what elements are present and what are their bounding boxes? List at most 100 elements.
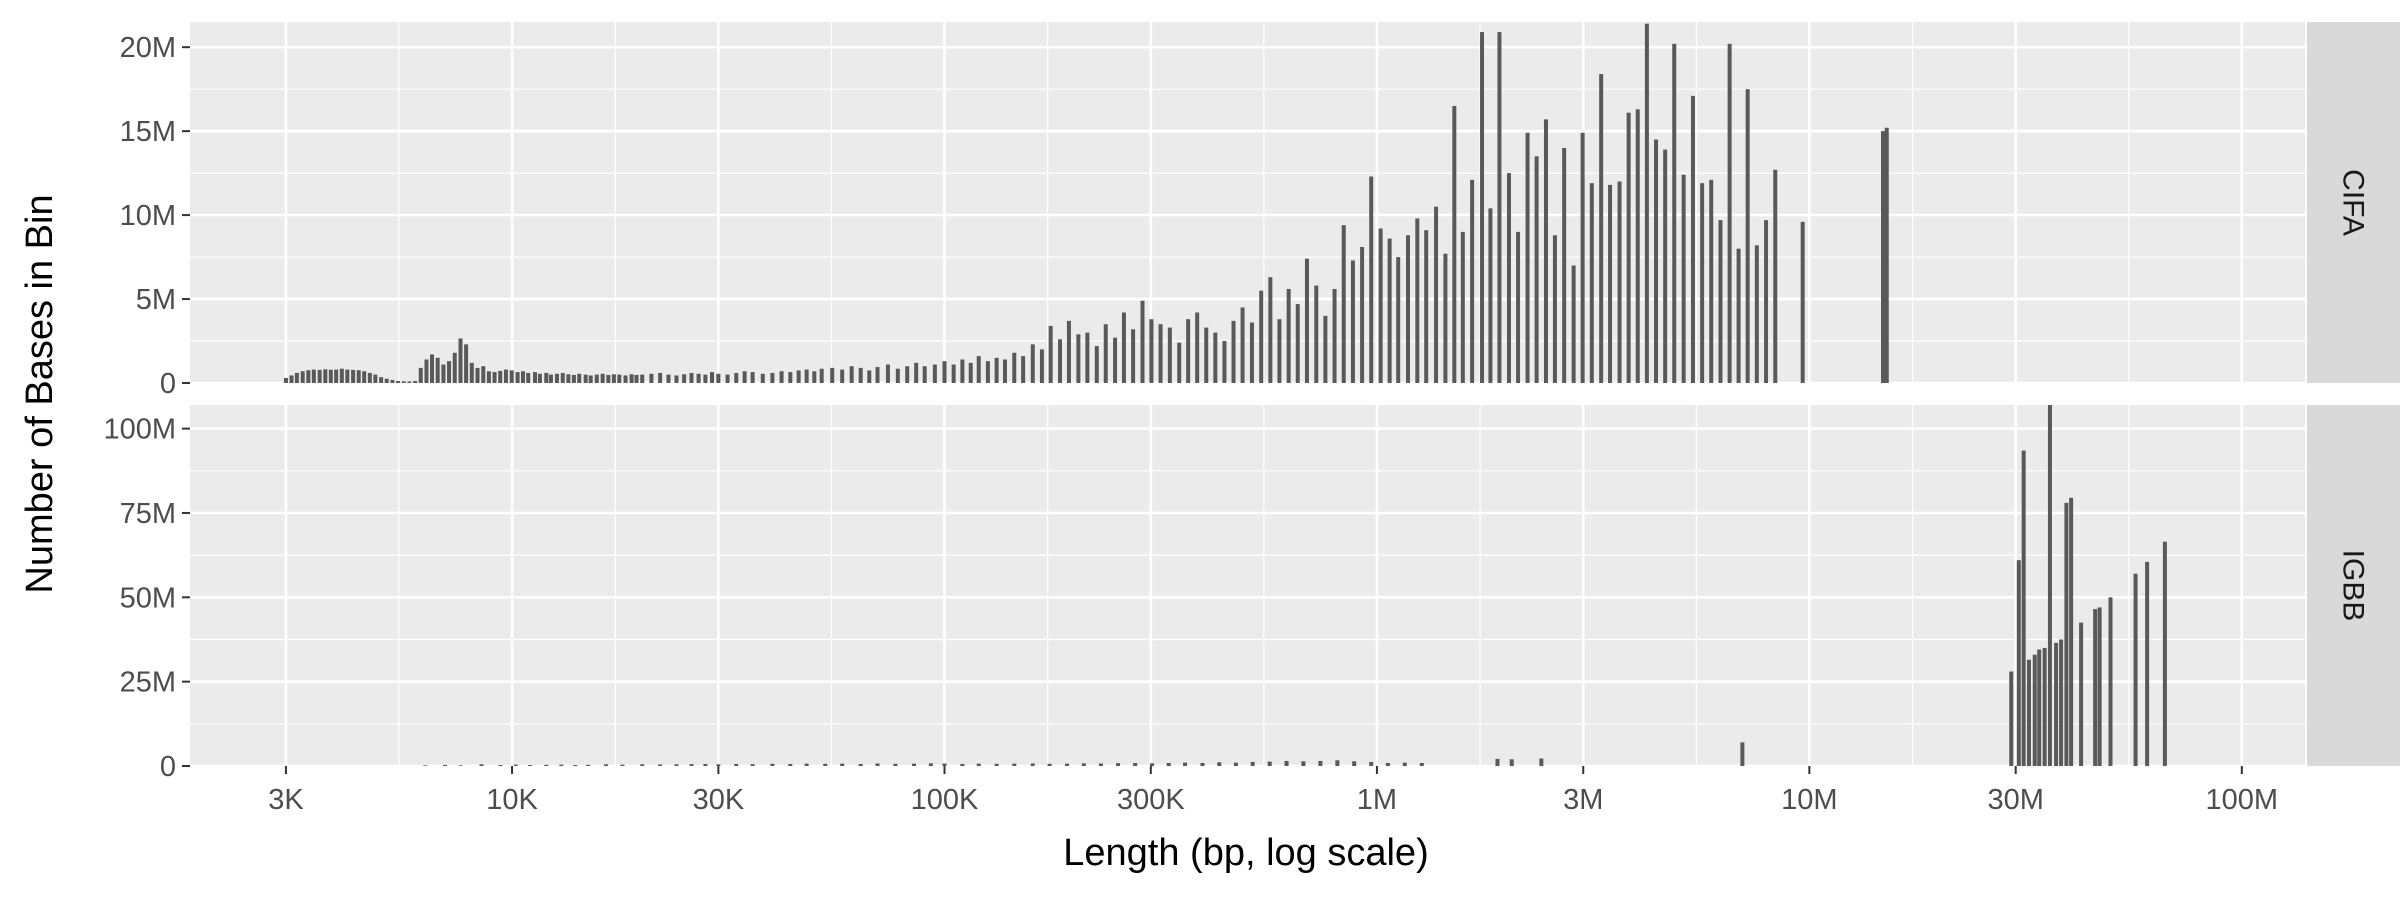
histogram-bar <box>2016 560 2021 766</box>
histogram-bar <box>424 359 429 383</box>
histogram-bar <box>533 372 538 383</box>
histogram-bar <box>716 373 721 383</box>
facet-strip <box>2307 405 2400 766</box>
histogram-bar <box>1745 89 1750 384</box>
histogram-bar <box>1754 245 1759 383</box>
histogram-bar <box>317 369 322 383</box>
histogram-bar <box>875 763 880 766</box>
histogram-bar <box>1149 319 1154 383</box>
histogram-bar <box>1434 206 1439 383</box>
histogram-bar <box>1301 761 1306 766</box>
histogram-bar <box>928 763 933 766</box>
histogram-bar <box>1626 112 1631 383</box>
histogram-bar <box>2069 497 2074 766</box>
y-tick-label: 10M <box>120 200 176 232</box>
histogram-bar <box>544 372 549 383</box>
histogram-bar <box>1378 228 1383 383</box>
histogram-bar <box>1608 184 1613 383</box>
histogram-bar <box>1286 288 1291 383</box>
histogram-bar <box>1385 762 1390 766</box>
y-tick-label: 15M <box>120 116 176 148</box>
histogram-bar <box>1167 327 1172 383</box>
histogram-bar <box>430 354 435 383</box>
histogram-bar <box>750 372 755 383</box>
histogram-bar <box>858 367 863 383</box>
histogram-bar <box>779 371 784 383</box>
histogram-bar <box>985 361 990 383</box>
histogram-bar <box>1213 332 1218 383</box>
histogram-bar <box>674 375 679 383</box>
histogram-bar <box>696 373 701 383</box>
histogram-bar <box>804 369 809 383</box>
histogram-bar <box>2093 609 2098 766</box>
y-tick-label: 25M <box>120 667 176 699</box>
histogram-bar <box>1672 43 1677 383</box>
histogram-bar <box>452 352 457 383</box>
histogram-bar <box>1635 109 1640 383</box>
histogram-bar <box>942 763 947 766</box>
histogram-bar <box>515 372 520 383</box>
histogram-bar <box>2059 639 2064 766</box>
histogram-bar <box>1644 23 1649 383</box>
histogram-bar <box>942 361 947 383</box>
x-tick-label: 100M <box>2206 784 2279 816</box>
histogram-bar <box>498 764 503 766</box>
histogram-bar <box>976 763 981 766</box>
histogram-bar <box>328 369 333 383</box>
histogram-bar <box>1562 147 1567 383</box>
histogram-bar <box>1150 763 1155 766</box>
histogram-bar <box>283 377 288 383</box>
y-tick-label: 5M <box>136 284 176 316</box>
x-tick-label: 3K <box>268 784 304 816</box>
y-tick-label: 100M <box>103 414 176 446</box>
histogram-bar <box>710 372 715 383</box>
histogram-bar <box>1396 257 1401 383</box>
histogram-bar <box>373 374 378 383</box>
x-tick-label: 1M <box>1357 784 1397 816</box>
histogram-bar <box>527 764 532 766</box>
histogram-bar <box>1195 312 1200 383</box>
histogram-bar <box>577 373 582 383</box>
histogram-bar <box>1488 208 1493 383</box>
histogram-bar <box>1076 334 1081 383</box>
histogram-bar <box>1012 352 1017 383</box>
histogram-bar <box>734 372 739 383</box>
histogram-bar <box>812 371 817 383</box>
histogram-bar <box>1277 319 1282 383</box>
histogram-bar <box>922 366 927 383</box>
histogram-bar <box>620 764 625 766</box>
histogram-bar <box>1335 760 1340 766</box>
histogram-bar <box>1021 356 1026 383</box>
histogram-bar <box>1259 290 1264 383</box>
histogram-bar <box>2037 649 2042 766</box>
histogram-bar <box>390 379 395 383</box>
histogram-bar <box>458 338 463 383</box>
histogram-bar <box>1424 230 1429 383</box>
histogram-bar <box>503 369 508 383</box>
histogram-bar <box>1158 324 1163 383</box>
histogram-bar <box>486 371 491 383</box>
histogram-bar <box>674 764 679 766</box>
histogram-bar <box>1360 246 1365 383</box>
histogram-bar <box>339 368 344 383</box>
histogram-bar <box>1402 762 1407 766</box>
histogram-bar <box>306 370 311 383</box>
histogram-bar <box>689 372 694 383</box>
histogram-bar <box>1094 346 1099 383</box>
histogram-bar <box>885 364 890 383</box>
histogram-bar <box>289 375 294 383</box>
histogram-bar <box>1177 342 1182 383</box>
histogram-bar <box>1350 260 1355 383</box>
histogram-bar <box>875 367 880 383</box>
histogram-bar <box>362 371 367 383</box>
histogram-bar <box>441 364 446 383</box>
histogram-bar <box>1654 139 1659 383</box>
histogram-bar <box>1352 761 1357 766</box>
histogram-bar <box>1387 238 1392 383</box>
histogram-bar <box>2079 622 2084 766</box>
histogram-bar <box>401 381 406 383</box>
histogram-bar <box>725 374 730 383</box>
histogram-bar <box>1058 339 1063 383</box>
x-tick-label: 300K <box>1117 784 1185 816</box>
histogram-bar <box>703 374 708 383</box>
